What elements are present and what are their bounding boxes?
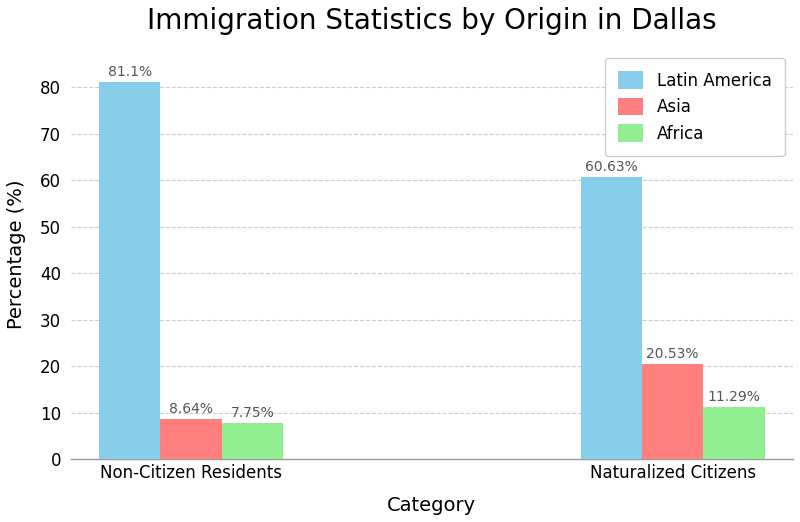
Bar: [99, 82, 161, 459]
Y-axis label: Percentage (%): Percentage (%): [7, 180, 26, 329]
Bar: [642, 364, 703, 459]
Legend: Latin America, Asia, Africa: Latin America, Asia, Africa: [605, 58, 785, 156]
Bar: [581, 177, 642, 459]
Bar: [222, 423, 283, 459]
Text: 20.53%: 20.53%: [646, 347, 699, 361]
Bar: [161, 419, 222, 459]
Title: Immigration Statistics by Origin in Dallas: Immigration Statistics by Origin in Dall…: [147, 7, 717, 35]
Text: 8.64%: 8.64%: [169, 402, 213, 417]
X-axis label: Category: Category: [387, 496, 477, 515]
Text: 7.75%: 7.75%: [230, 407, 274, 420]
Text: 81.1%: 81.1%: [108, 65, 152, 79]
Text: 11.29%: 11.29%: [707, 390, 760, 404]
Text: 60.63%: 60.63%: [585, 160, 638, 174]
Bar: [703, 407, 765, 459]
